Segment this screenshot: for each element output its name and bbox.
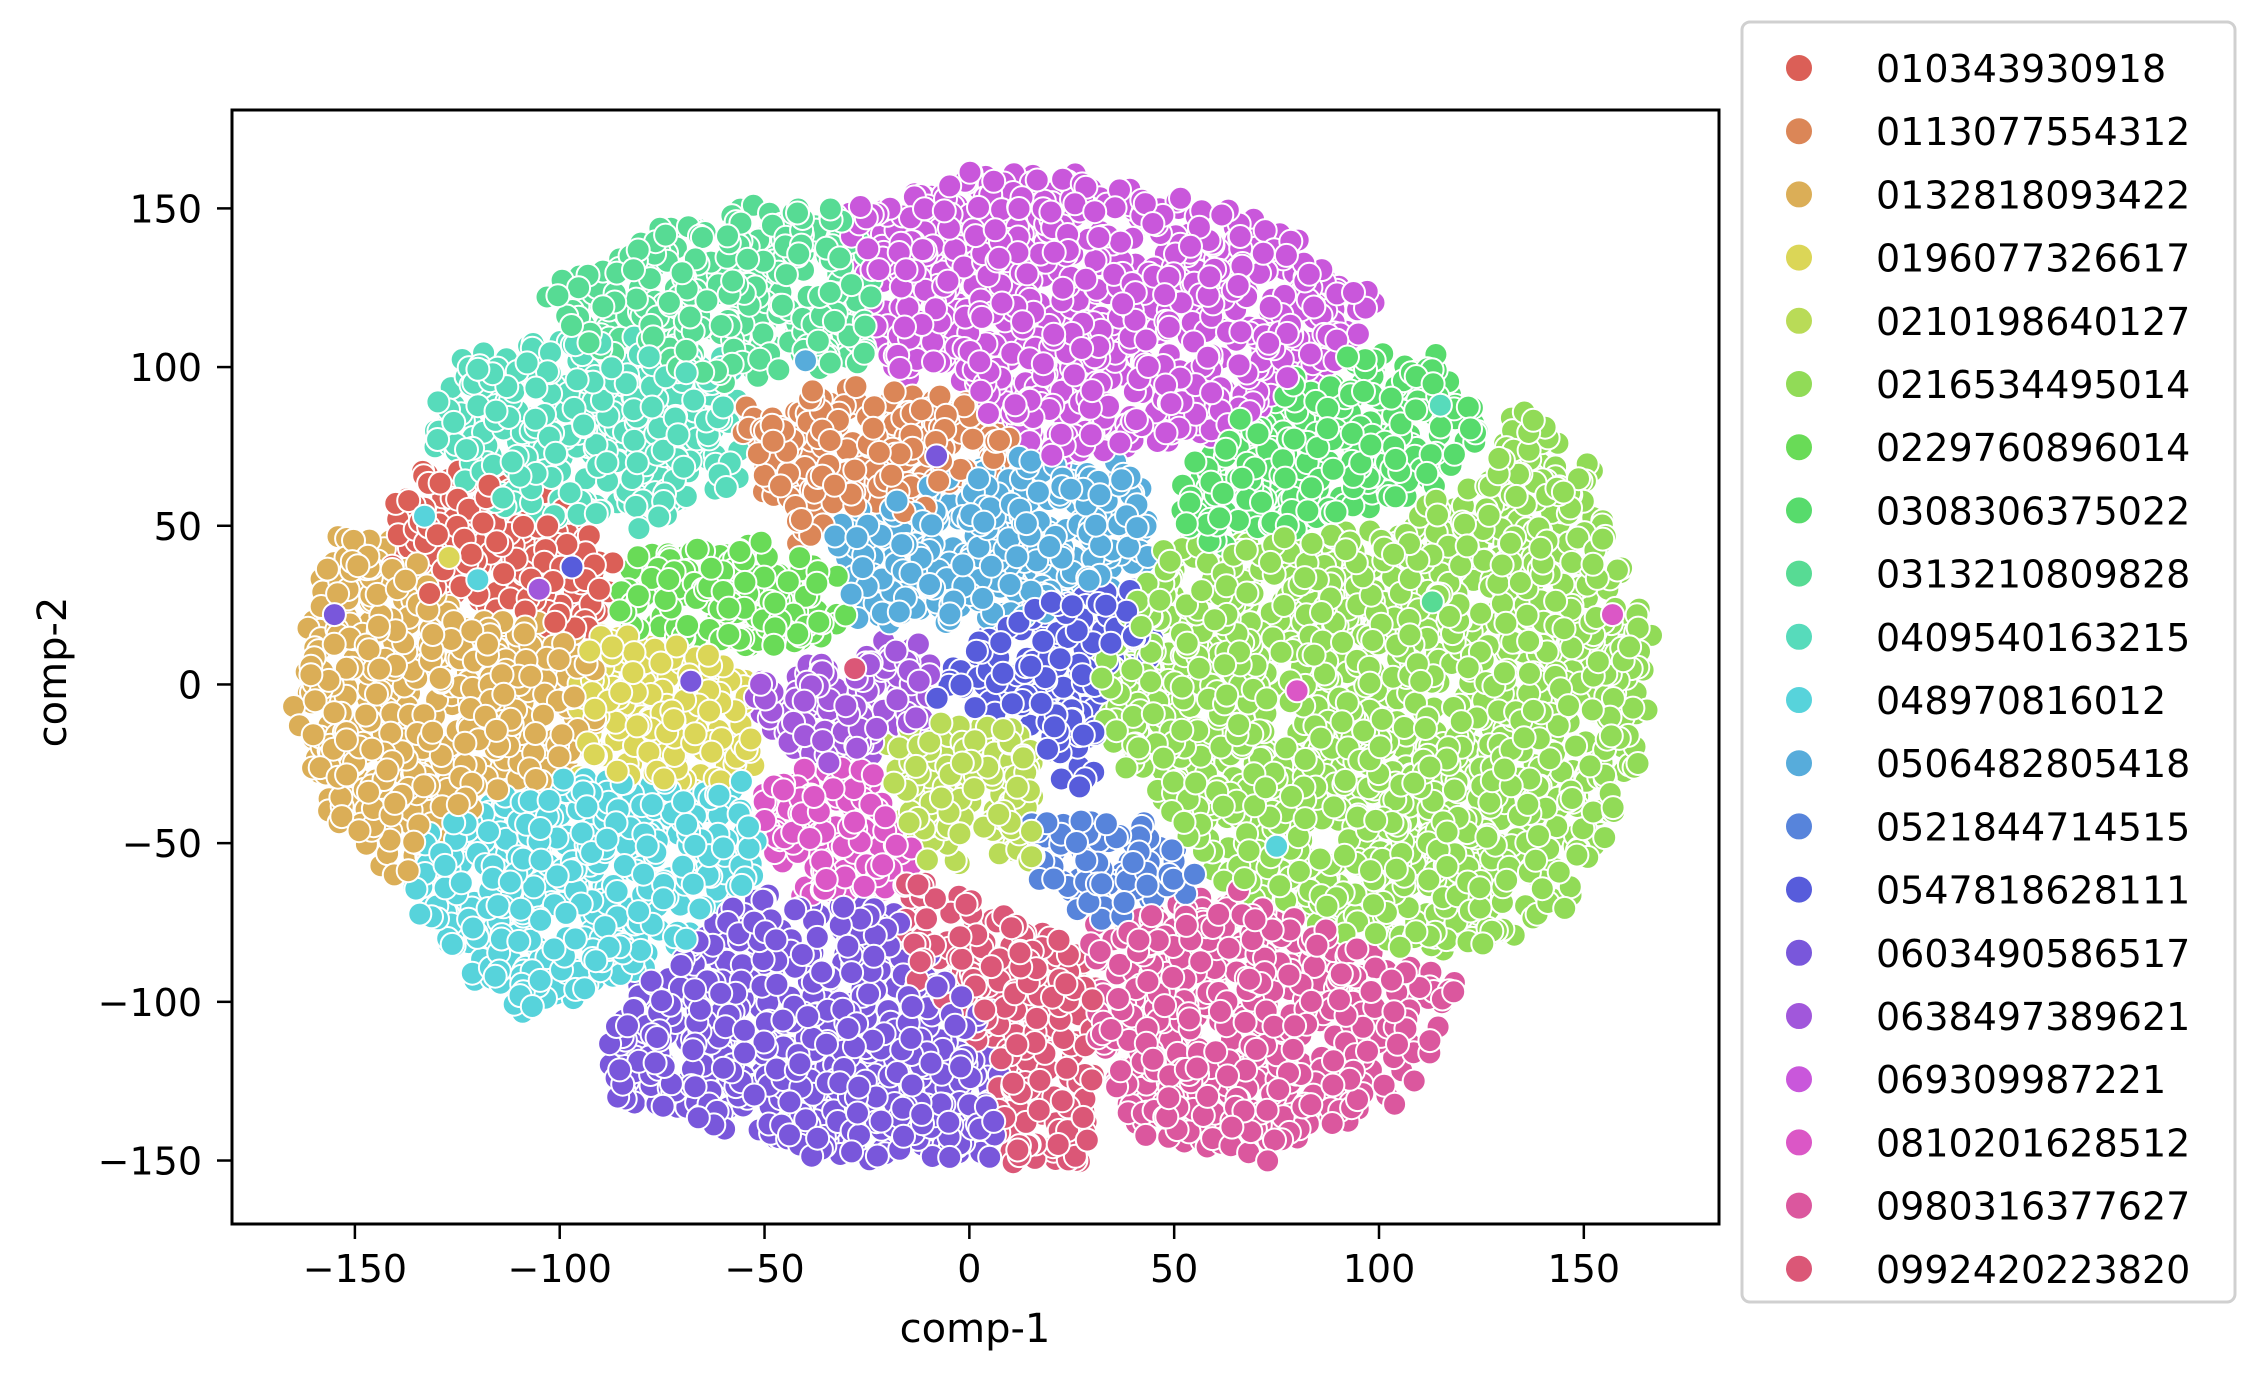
point-048970816012 [687,896,713,922]
plot-points [281,159,1664,1176]
point-0313210809828 [623,286,649,312]
point-0113077554312 [881,379,907,405]
point-0216534495014 [1468,600,1494,626]
point-0308306375022 [1455,394,1481,420]
